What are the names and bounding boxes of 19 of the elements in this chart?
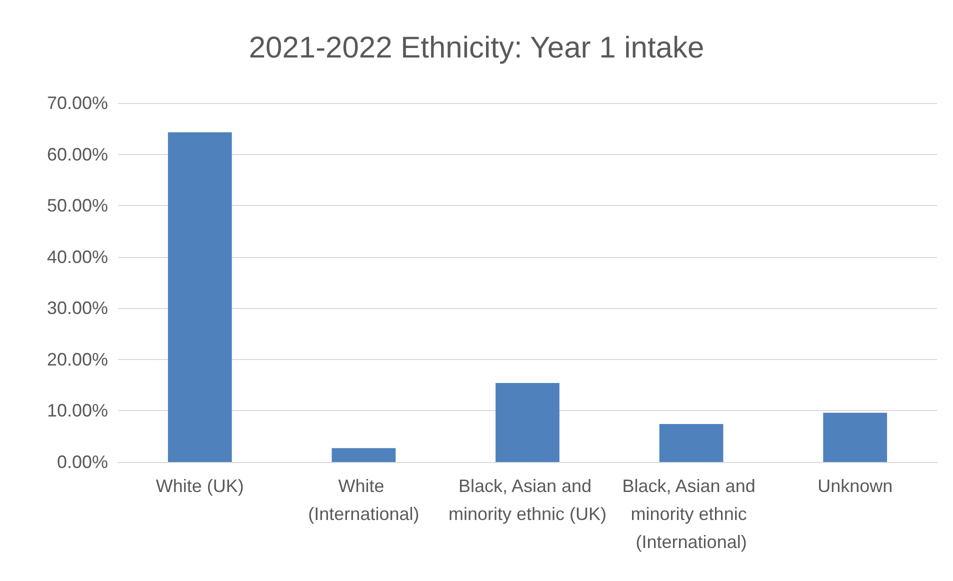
bar <box>496 383 560 462</box>
x-tick-label: Black, Asian and minority ethnic (UK) <box>448 476 607 524</box>
bar <box>332 448 396 462</box>
bar <box>168 132 232 462</box>
bar <box>659 424 724 462</box>
chart-title: 2021-2022 Ethnicity: Year 1 intake <box>248 32 704 64</box>
y-tick-label: 30.00% <box>46 298 108 318</box>
y-tick-label: 70.00% <box>46 93 108 113</box>
y-tick-label: 0.00% <box>56 452 108 472</box>
y-tick-label: 10.00% <box>46 400 108 421</box>
y-tick-label: 50.00% <box>46 196 108 216</box>
y-tick-label: 20.00% <box>46 349 108 370</box>
x-tick-label: White (International) <box>308 476 420 524</box>
x-tick-label: Unknown <box>818 476 893 496</box>
x-tick-label: Black, Asian and minority ethnic (International) <box>622 476 760 552</box>
y-tick-label: 40.00% <box>46 246 108 267</box>
y-tick-label: 60.00% <box>46 144 108 164</box>
x-tick-label: White (UK) <box>156 476 244 496</box>
bar <box>823 412 888 462</box>
